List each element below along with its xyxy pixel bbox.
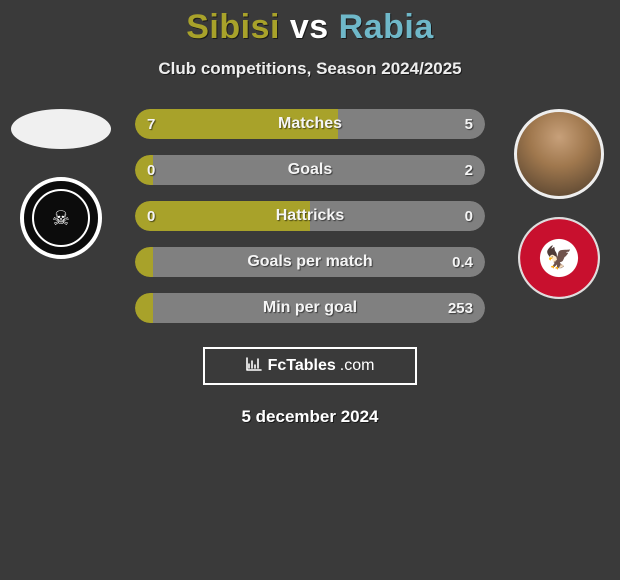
bar-left-fill (135, 155, 153, 185)
player1-avatar (11, 109, 111, 149)
bar-left-fill (135, 109, 338, 139)
player2-name: Rabia (339, 8, 434, 46)
subtitle: Club competitions, Season 2024/2025 (0, 59, 620, 79)
chart-icon (246, 357, 262, 375)
branding-tld: .com (340, 357, 375, 375)
bar-left-fill (135, 247, 153, 277)
stat-bars: Matches75 Goals02 Hattricks00 Goals per mat… (135, 109, 485, 323)
stat-row: Goals per match0.4 (135, 247, 485, 277)
player2-avatar (514, 109, 604, 199)
bar-right-fill (153, 247, 486, 277)
skull-icon: ☠ (52, 206, 70, 231)
stat-row: Goals02 (135, 155, 485, 185)
bar-right-fill (153, 155, 486, 185)
bar-right-fill (153, 293, 486, 323)
eagle-icon: 🦅 (545, 245, 572, 271)
player2-club-badge: 🦅 (518, 217, 600, 299)
comparison-panel: ☠ 🦅 Matches75 Goals02 Hattricks00 Goals per… (0, 109, 620, 427)
branding-name: FcTables (268, 357, 336, 375)
page-title: Sibisi vs Rabia (0, 0, 620, 47)
player1-name: Sibisi (186, 8, 280, 46)
player1-club-badge: ☠ (20, 177, 102, 259)
stat-row: Hattricks00 (135, 201, 485, 231)
branding-box: FcTables.com (203, 347, 417, 385)
bar-left-fill (135, 293, 153, 323)
stat-row: Matches75 (135, 109, 485, 139)
left-player-column: ☠ (6, 109, 116, 259)
vs-text: vs (290, 8, 329, 46)
bar-right-fill (338, 109, 485, 139)
stat-row: Min per goal253 (135, 293, 485, 323)
right-player-column: 🦅 (504, 109, 614, 299)
bar-left-fill (135, 201, 310, 231)
date-text: 5 december 2024 (0, 407, 620, 427)
bar-right-fill (310, 201, 485, 231)
